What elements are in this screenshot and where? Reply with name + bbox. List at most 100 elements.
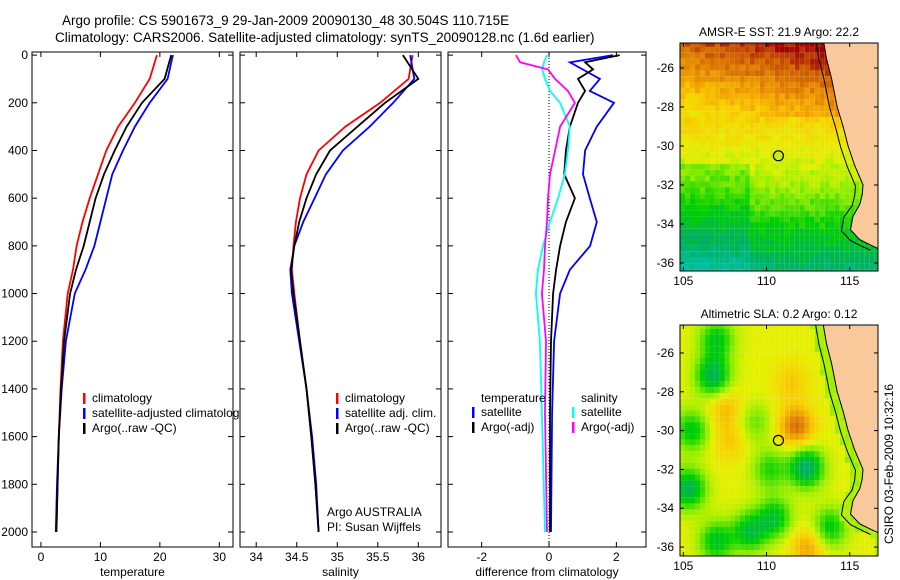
sla-cell (724, 550, 730, 556)
sla-cell (800, 556, 805, 562)
sla-cell (799, 521, 805, 527)
sst-cell (734, 257, 740, 264)
sst-cell (700, 46, 705, 53)
sst-cell (774, 87, 780, 94)
sla-cell (730, 562, 735, 568)
sst-cell (809, 257, 815, 264)
sla-cell (709, 538, 715, 545)
sla-cell (739, 381, 745, 388)
sla-cell (690, 346, 695, 353)
sst-cell (754, 210, 760, 217)
sla-cell (779, 474, 785, 481)
sst-cell (834, 228, 840, 235)
sst-cell (814, 222, 820, 229)
sst-cell (739, 140, 745, 147)
sst-cell (809, 245, 815, 252)
sla-cell (809, 480, 815, 487)
sla-cell (774, 334, 780, 341)
sst-cell (764, 181, 770, 188)
legend-label: Argo(..raw -QC) (92, 421, 177, 435)
sst-cell (824, 163, 830, 170)
sst-cell (799, 70, 805, 77)
sla-cell (779, 503, 785, 510)
sla-cell (824, 503, 830, 510)
sla-cell (789, 427, 795, 434)
sst-cell (759, 82, 765, 88)
sst-cell (714, 269, 720, 271)
lon-tick-label: 110 (757, 274, 776, 288)
sla-cell (769, 526, 775, 533)
sst-cell (729, 117, 735, 123)
sla-cell (819, 340, 825, 347)
sla-cell (789, 550, 795, 556)
sst-cell (709, 234, 715, 240)
sst-cell (789, 82, 795, 88)
sst-cell (825, 275, 830, 281)
sla-cell (749, 532, 755, 539)
sla-cell (764, 427, 770, 434)
sla-cell (784, 480, 790, 487)
sla-cell (719, 457, 725, 463)
sla-cell (739, 392, 745, 399)
sst-cell (749, 70, 755, 77)
sst-cell (814, 128, 820, 135)
sst-cell (695, 228, 700, 235)
sst-cell (809, 76, 815, 83)
sla-cell (799, 544, 805, 551)
figure-title-line1: Argo profile: CS 5901673_9 29-Jan-2009 2… (62, 13, 509, 28)
sla-cell (824, 381, 830, 388)
sla-cell (789, 445, 795, 452)
sla-cell (695, 526, 700, 533)
sla-cell (809, 445, 815, 452)
sla-cell (695, 422, 700, 428)
sst-cell (819, 111, 825, 118)
sla-cell (714, 404, 720, 411)
sst-cell (769, 175, 775, 182)
sla-cell (700, 521, 705, 527)
sst-cell (769, 199, 775, 205)
sst-cell (829, 175, 835, 182)
sst-cell (789, 158, 795, 164)
sla-cell (719, 422, 725, 428)
sst-cell (680, 146, 685, 153)
sla-cell (809, 358, 815, 364)
sla-cell (829, 532, 835, 539)
sst-cell (690, 82, 695, 88)
sla-cell (725, 562, 730, 568)
sla-cell (784, 544, 790, 551)
sst-cell (799, 43, 805, 47)
sst-cell (829, 152, 835, 159)
sla-cell (849, 445, 855, 452)
sla-cell (779, 462, 785, 469)
sst-cell (759, 187, 765, 194)
sla-cell (814, 521, 820, 527)
sla-cell (739, 387, 745, 393)
sla-cell (809, 387, 815, 393)
sla-cell (804, 497, 810, 504)
sla-cell (729, 503, 735, 510)
sst-cell (719, 46, 725, 53)
sla-cell (690, 369, 695, 376)
sst-cell (705, 46, 710, 53)
sst-cell (685, 99, 690, 106)
sla-cell (779, 404, 785, 411)
sla-cell (814, 468, 820, 475)
sst-cell (829, 93, 835, 100)
sla-cell (764, 538, 770, 545)
sst-cell (690, 257, 695, 264)
sst-cell (705, 228, 710, 235)
sla-cell (714, 509, 720, 516)
sst-cell (714, 193, 720, 200)
lat-tick-label: -34 (657, 501, 675, 515)
sla-cell (784, 509, 790, 516)
sst-cell (700, 216, 705, 223)
sla-cell (734, 532, 740, 539)
sst-cell (700, 93, 705, 100)
sst-cell (794, 234, 800, 240)
sst-cell (839, 181, 845, 188)
sla-cell (809, 468, 815, 475)
sst-cell (794, 105, 800, 112)
sst-cell (749, 58, 755, 65)
sla-cell (799, 358, 805, 364)
